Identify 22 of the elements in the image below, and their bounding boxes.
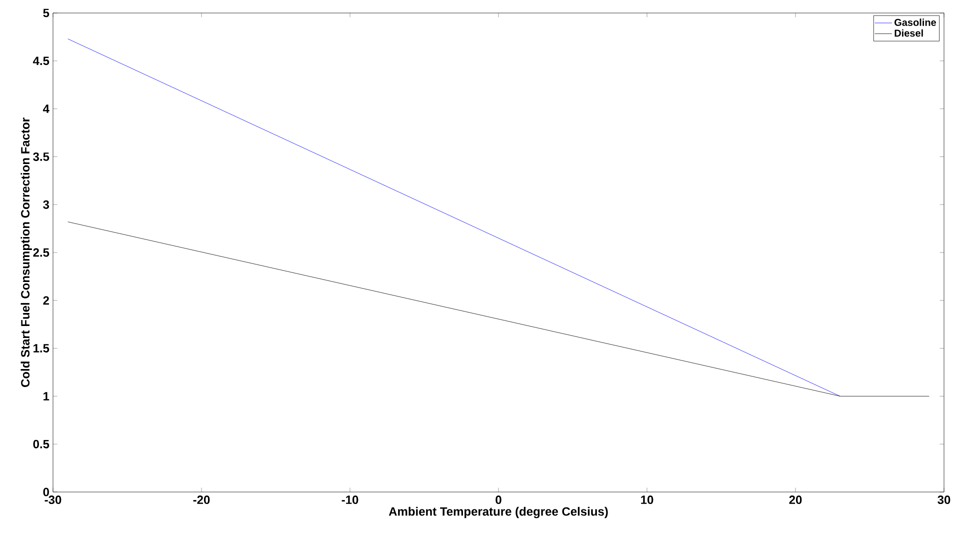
y-tick-label: 1 [44,392,50,400]
y-tick-label: 1.5 [34,344,50,352]
x-axis-title: Ambient Temperature (degree Celsius) [388,506,608,518]
legend-label: Gasoline [894,18,936,26]
y-tick-label: 0.5 [33,440,50,448]
legend-label: Diesel [894,29,923,37]
x-tick-label: -30 [44,496,62,504]
x-tick-label: -20 [193,496,210,504]
x-tick-label: -10 [342,496,358,504]
x-tick-label: 10 [641,496,654,504]
x-tick-label: 30 [938,496,950,504]
y-tick-label: 4 [42,104,50,113]
y-tick-label: 5 [43,8,50,18]
y-tick-label: 2 [43,296,49,305]
y-tick-label: 3 [43,200,50,209]
y-tick-label: 0 [43,488,49,496]
y-tick-label: 4.5 [32,56,50,66]
y-tick-label: 2.5 [33,248,50,257]
y-tick-label: 3.5 [33,152,50,161]
x-tick-label: 20 [789,496,802,504]
y-axis-title: Cold Start Fuel Consumption Correction Factor [20,118,32,388]
x-tick-label: 0 [496,496,502,504]
